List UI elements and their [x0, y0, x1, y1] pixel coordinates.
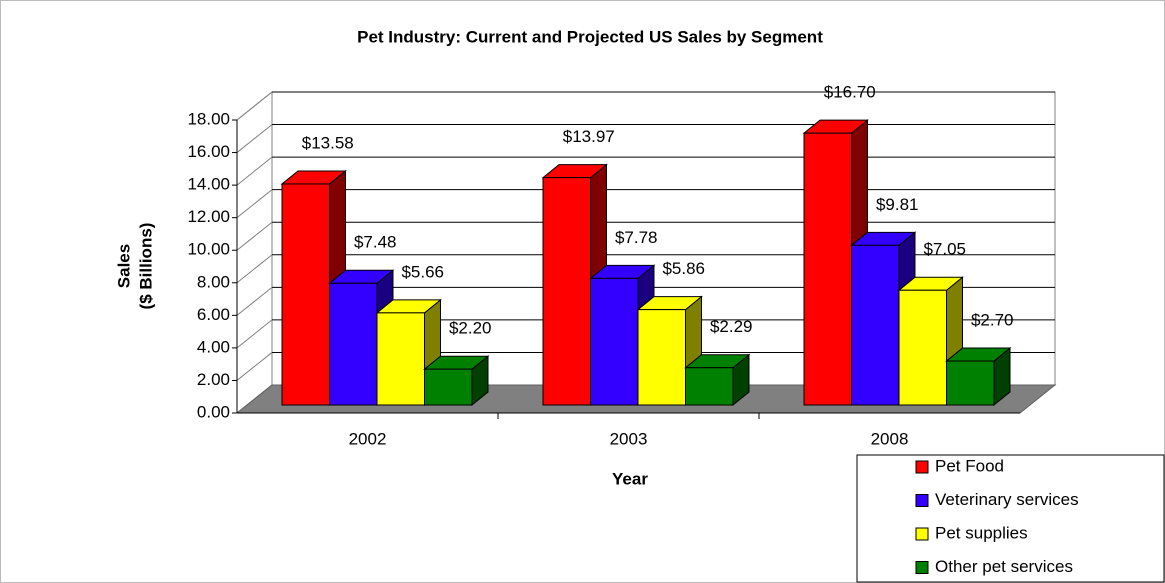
- data-label: $16.70: [824, 83, 876, 102]
- grid-line-side: [236, 352, 273, 381]
- legend-swatch: [915, 561, 929, 574]
- data-label: $2.29: [710, 317, 753, 336]
- bar: [590, 277, 639, 406]
- y-tick-label: 14.00: [187, 175, 230, 194]
- y-tick-label: 0.00: [197, 402, 230, 421]
- grid-line-side: [236, 221, 273, 251]
- bar: [851, 244, 900, 406]
- legend-label: Other pet services: [935, 557, 1073, 576]
- grid-line-side: [236, 286, 273, 316]
- legend-swatch: [915, 527, 929, 541]
- y-tick-label: 2.00: [197, 370, 230, 389]
- chart-title: Pet Industry: Current and Projected US S…: [357, 27, 823, 46]
- bar: [685, 367, 734, 406]
- x-tick-label: 2003: [610, 429, 648, 448]
- bar: [376, 312, 425, 406]
- y-axis-label-line: ($ Billions): [136, 223, 155, 310]
- bar: [637, 309, 686, 406]
- bar: [946, 360, 995, 406]
- y-tick-label: 4.00: [197, 337, 230, 356]
- bar: [329, 282, 378, 406]
- bar: [803, 132, 852, 406]
- grid-line-side: [236, 91, 273, 121]
- y-tick-label: 6.00: [197, 305, 230, 324]
- x-tick-label: 2002: [349, 429, 387, 448]
- data-label: $9.81: [876, 195, 919, 214]
- side-wall: [236, 90, 273, 415]
- grid-line-side: [236, 156, 273, 186]
- legend-label: Veterinary services: [935, 490, 1079, 509]
- y-tick-label: 16.00: [187, 142, 230, 161]
- legend-swatch: [915, 494, 929, 507]
- bar: [281, 183, 330, 406]
- y-tick-label: 8.00: [197, 272, 230, 291]
- x-tick-label: 2008: [871, 429, 909, 448]
- y-tick-label: 18.00: [187, 109, 230, 128]
- data-label: $5.66: [401, 262, 444, 281]
- legend: [856, 454, 1165, 583]
- data-label: $13.97: [563, 127, 615, 146]
- data-label: $2.20: [449, 319, 492, 338]
- data-label: $7.48: [354, 233, 397, 252]
- data-label: $5.86: [662, 259, 705, 278]
- grid-line-side: [236, 189, 273, 219]
- legend-label: Pet supplies: [935, 523, 1028, 542]
- y-tick-label: 12.00: [187, 207, 230, 226]
- bar: [898, 289, 947, 406]
- grid-line-side: [236, 319, 273, 349]
- bar: [542, 177, 591, 406]
- data-label: $7.78: [615, 228, 658, 247]
- data-label: $2.70: [971, 311, 1014, 330]
- y-axis-label-line: Sales: [114, 244, 133, 288]
- x-axis-label: Year: [612, 469, 648, 488]
- legend-swatch: [915, 460, 929, 474]
- data-label: $7.05: [923, 240, 966, 259]
- y-tick-label: 10.00: [187, 240, 230, 259]
- data-label: $13.58: [302, 133, 354, 152]
- y-axis-label: Sales ($ Billions): [114, 223, 155, 310]
- legend-label: Pet Food: [935, 456, 1004, 475]
- grid-line-side: [236, 124, 273, 153]
- grid-line-side: [236, 254, 273, 284]
- bar: [424, 368, 473, 406]
